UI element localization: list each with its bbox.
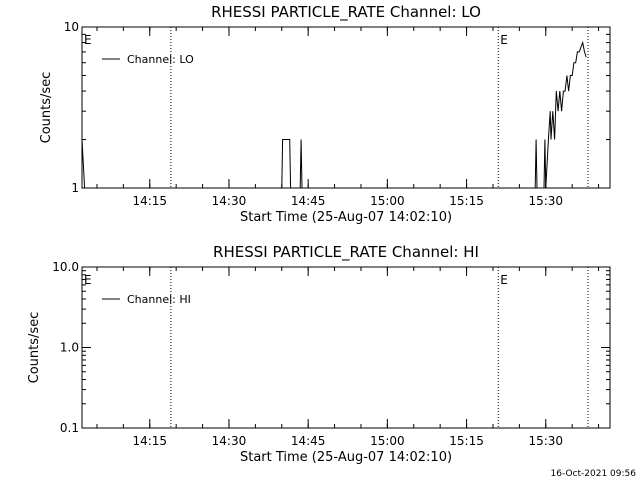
- x-tick-label: 14:45: [291, 194, 326, 208]
- x-tick-label: 15:00: [370, 434, 405, 448]
- time-marker-label: E: [84, 273, 92, 287]
- y-tick-label: 10.0: [52, 260, 79, 274]
- chart-title: RHESSI PARTICLE_RATE Channel: LO: [211, 3, 481, 22]
- plot-frame: [81, 26, 611, 189]
- y-axis-label: Counts/sec: [39, 72, 54, 144]
- x-axis-label: Start Time (25-Aug-07 14:02:10): [240, 210, 452, 225]
- time-marker-label: E: [500, 273, 508, 287]
- legend-label: Channel: LO: [127, 53, 194, 66]
- y-axis-label: Counts/sec: [27, 312, 42, 384]
- footer-timestamp: 16-Oct-2021 09:56: [551, 469, 637, 479]
- chart-panel-1: RHESSI PARTICLE_RATE Channel: LO Counts/s…: [39, 3, 611, 225]
- x-tick-label: 15:00: [370, 194, 405, 208]
- x-axis-label: Start Time (25-Aug-07 14:02:10): [240, 450, 452, 465]
- y-tick-label: 1.0: [60, 341, 79, 355]
- series-line-1: [82, 40, 587, 188]
- y-tick-label: 0.1: [60, 421, 79, 435]
- x-tick-label: 15:30: [528, 194, 563, 208]
- plot-frame: [81, 266, 611, 429]
- x-tick-label: 14:30: [212, 194, 247, 208]
- y-tick-label: 1: [71, 181, 79, 195]
- chart-title: RHESSI PARTICLE_RATE Channel: HI: [213, 243, 479, 262]
- time-marker-label: E: [500, 33, 508, 47]
- legend-label: Channel: HI: [127, 293, 191, 306]
- x-tick-label: 14:30: [212, 434, 247, 448]
- x-tick-label: 15:15: [449, 434, 484, 448]
- x-tick-label: 14:45: [291, 434, 326, 448]
- x-tick-label: 14:15: [132, 194, 167, 208]
- x-tick-label: 15:15: [449, 194, 484, 208]
- x-tick-label: 14:15: [132, 434, 167, 448]
- y-tick-label: 10: [64, 20, 79, 34]
- time-marker-label: E: [84, 33, 92, 47]
- chart-panel-2: RHESSI PARTICLE_RATE Channel: HI Counts/s…: [27, 243, 611, 465]
- x-tick-label: 15:30: [528, 434, 563, 448]
